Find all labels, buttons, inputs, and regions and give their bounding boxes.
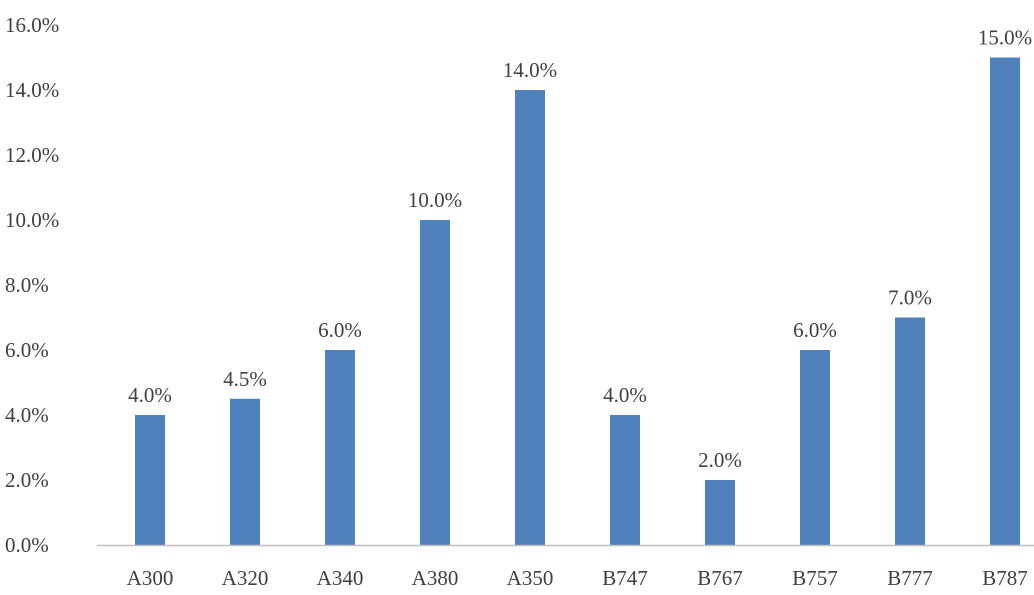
x-tick-label: B787 bbox=[982, 566, 1028, 590]
x-tick-label: A340 bbox=[317, 566, 364, 590]
data-label-b757: 6.0% bbox=[793, 318, 837, 342]
data-label-b767: 2.0% bbox=[698, 448, 742, 472]
bar-b777 bbox=[895, 317, 925, 545]
data-label-a340: 6.0% bbox=[318, 318, 362, 342]
y-tick-label: 10.0% bbox=[5, 208, 59, 232]
data-labels-group: 4.0% 4.5% 6.0% 10.0% 14.0% 4.0% 2.0% 6.0% 7.0% 15… bbox=[128, 26, 1032, 473]
x-axis-tick-labels: A300 A320 A340 A380 A350 B747 B767 B757 B777 B787 bbox=[127, 566, 1028, 590]
x-tick-label: A320 bbox=[222, 566, 269, 590]
bar-a320 bbox=[230, 398, 260, 545]
bar-b767 bbox=[705, 480, 735, 545]
x-tick-label: B747 bbox=[602, 566, 648, 590]
x-tick-label: A350 bbox=[507, 566, 554, 590]
y-tick-label: 8.0% bbox=[5, 273, 49, 297]
y-tick-label: 4.0% bbox=[5, 403, 49, 427]
bar-a350 bbox=[515, 90, 545, 545]
x-tick-label: A300 bbox=[127, 566, 174, 590]
y-axis-tick-labels: 0.0% 2.0% 4.0% 6.0% 8.0% 10.0% 12.0% 14.0% 16.0% bbox=[5, 13, 59, 557]
data-label-a350: 14.0% bbox=[503, 58, 557, 82]
bar-b757 bbox=[800, 350, 830, 545]
data-label-a300: 4.0% bbox=[128, 383, 172, 407]
y-tick-label: 6.0% bbox=[5, 338, 49, 362]
bar-a300 bbox=[135, 415, 165, 545]
bar-b787 bbox=[990, 57, 1020, 545]
bar-b747 bbox=[610, 415, 640, 545]
y-tick-label: 0.0% bbox=[5, 533, 49, 557]
x-tick-label: B757 bbox=[792, 566, 838, 590]
data-label-b777: 7.0% bbox=[888, 286, 932, 310]
bar-a380 bbox=[420, 220, 450, 545]
y-tick-label: 2.0% bbox=[5, 468, 49, 492]
data-label-a320: 4.5% bbox=[223, 367, 267, 391]
bar-a340 bbox=[325, 350, 355, 545]
x-tick-label: A380 bbox=[412, 566, 459, 590]
data-label-b747: 4.0% bbox=[603, 383, 647, 407]
bars-group bbox=[135, 57, 1020, 545]
x-tick-label: B777 bbox=[887, 566, 933, 590]
data-label-a380: 10.0% bbox=[408, 188, 462, 212]
x-tick-label: B767 bbox=[697, 566, 743, 590]
y-tick-label: 16.0% bbox=[5, 13, 59, 37]
data-label-b787: 15.0% bbox=[978, 26, 1032, 50]
y-tick-label: 14.0% bbox=[5, 78, 59, 102]
y-tick-label: 12.0% bbox=[5, 143, 59, 167]
